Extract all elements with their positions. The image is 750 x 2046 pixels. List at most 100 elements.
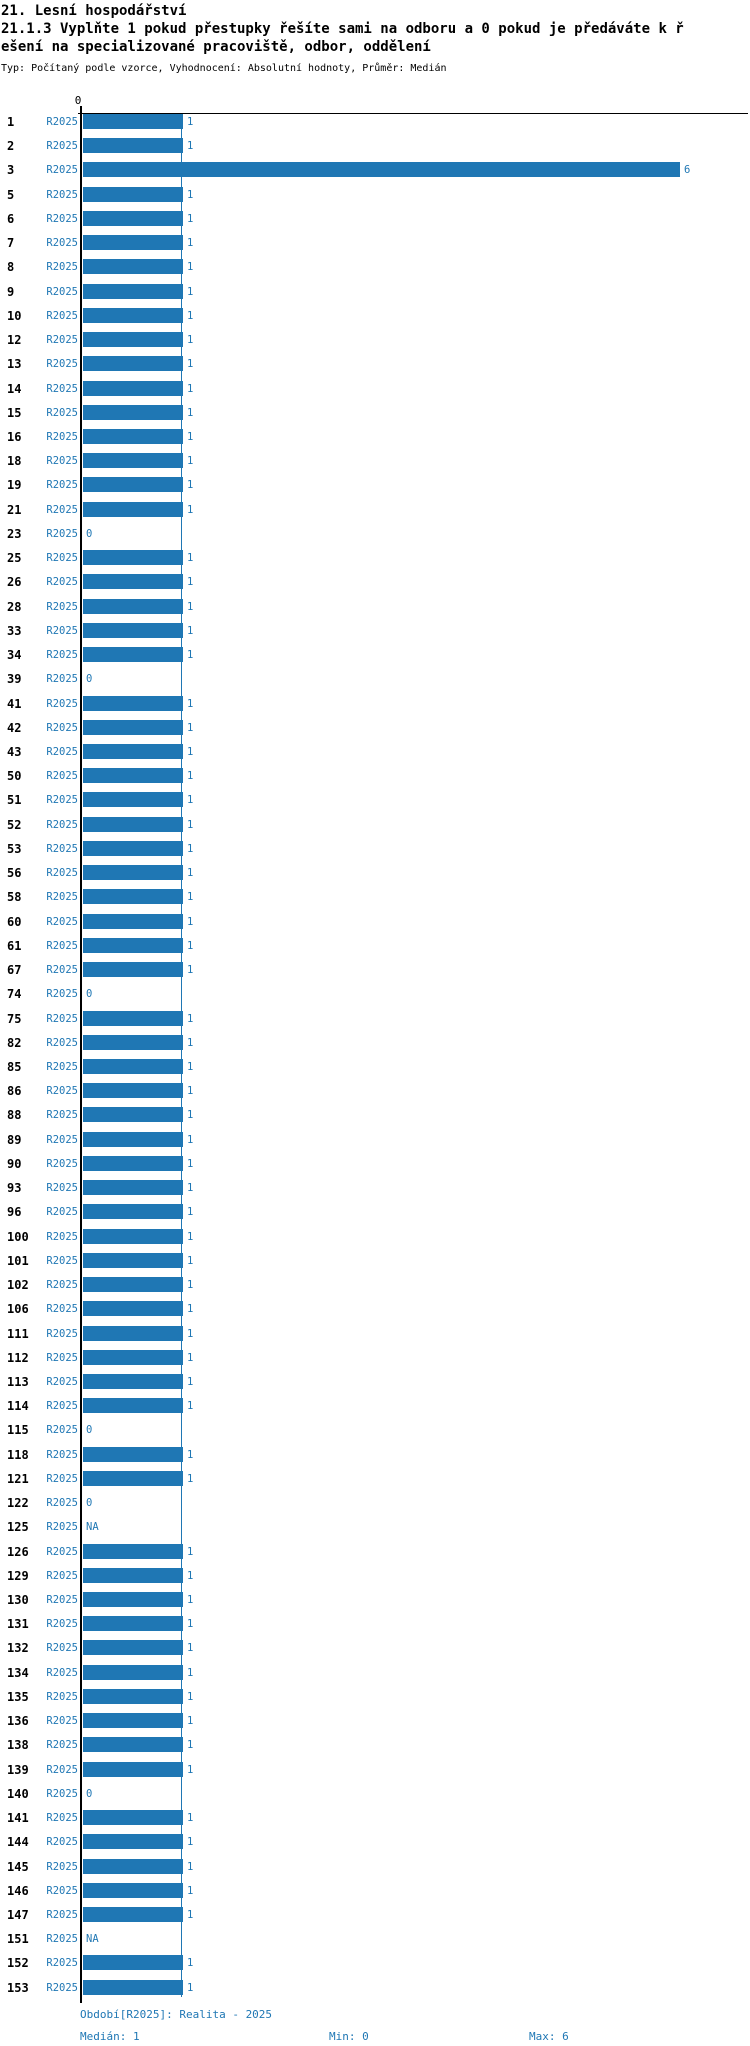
series-label: R2025 [46,1424,78,1436]
chart-row-53: 53 R2025 1 [0,837,750,861]
value-label: 1 [187,383,194,395]
chart-row-21: 21 R2025 1 [0,498,750,522]
row-id-label: 121 [7,1472,29,1486]
chart-row-89: 89 R2025 1 [0,1128,750,1152]
row-id-label: 82 [7,1036,22,1050]
value-bar [83,574,183,589]
row-id-label: 41 [7,697,22,711]
value-label: 1 [187,1546,194,1558]
row-id-label: 53 [7,842,22,856]
chart-row-135: 135 R2025 1 [0,1685,750,1709]
value-label: 0 [86,1497,93,1509]
value-label: 1 [187,1618,194,1630]
chart-row-111: 111 R2025 1 [0,1322,750,1346]
chart-row-82: 82 R2025 1 [0,1031,750,1055]
row-id-label: 25 [7,551,22,565]
value-bar [83,1132,183,1147]
chart-row-60: 60 R2025 1 [0,910,750,934]
chart-row-16: 16 R2025 1 [0,425,750,449]
chart-row-28: 28 R2025 1 [0,595,750,619]
row-id-label: 67 [7,963,22,977]
row-id-label: 51 [7,793,22,807]
value-label: 1 [187,1594,194,1606]
row-id-label: 144 [7,1835,29,1849]
value-bar [83,1883,183,1898]
series-label: R2025 [46,1764,78,1776]
series-label: R2025 [46,1231,78,1243]
series-label: R2025 [46,916,78,928]
value-label: 1 [187,1400,194,1412]
chart-row-152: 152 R2025 1 [0,1951,750,1975]
value-bar [83,1035,183,1050]
row-id-label: 102 [7,1278,29,1292]
chart-row-113: 113 R2025 1 [0,1370,750,1394]
chart-row-144: 144 R2025 1 [0,1830,750,1854]
value-bar [83,550,183,565]
value-label: NA [86,1933,99,1945]
row-id-label: 6 [7,212,15,226]
value-bar [83,1011,183,1026]
value-bar [83,284,183,299]
row-id-label: 139 [7,1763,29,1777]
value-bar [83,1398,183,1413]
value-label: 1 [187,770,194,782]
row-id-label: 26 [7,575,22,589]
value-label: 1 [187,1109,194,1121]
stat-min-label: Min: 0 [329,2030,369,2043]
value-label: 1 [187,625,194,637]
value-label: 1 [187,1061,194,1073]
chart-row-7: 7 R2025 1 [0,231,750,255]
row-id-label: 152 [7,1956,29,1970]
value-label: 1 [187,1570,194,1582]
chart-row-141: 141 R2025 1 [0,1806,750,1830]
series-label: R2025 [46,286,78,298]
value-bar [83,1810,183,1825]
series-label: R2025 [46,1546,78,1558]
row-id-label: 34 [7,648,22,662]
row-id-label: 140 [7,1787,29,1801]
chart-row-153: 153 R2025 1 [0,1976,750,2000]
row-id-label: 12 [7,333,22,347]
row-id-label: 74 [7,987,22,1001]
series-label: R2025 [46,213,78,225]
row-id-label: 60 [7,915,22,929]
value-label: 1 [187,698,194,710]
value-label: 1 [187,1303,194,1315]
series-label: R2025 [46,1885,78,1897]
value-bar [83,599,183,614]
value-bar [83,429,183,444]
value-bar [83,1204,183,1219]
value-label: 1 [187,237,194,249]
chart-row-146: 146 R2025 1 [0,1879,750,1903]
series-label: R2025 [46,431,78,443]
value-bar [83,502,183,517]
row-id-label: 15 [7,406,22,420]
value-bar [83,1616,183,1631]
row-id-label: 122 [7,1496,29,1510]
value-bar [83,1107,183,1122]
value-bar [83,1229,183,1244]
chart-row-115: 115 R2025 0 [0,1418,750,1442]
value-bar [83,332,183,347]
chart-subtitle-line2: ešení na specializované pracoviště, odbo… [1,39,431,55]
chart-row-61: 61 R2025 1 [0,934,750,958]
value-label: 1 [187,1206,194,1218]
series-label: R2025 [46,479,78,491]
chart-row-125: 125 R2025 NA [0,1515,750,1539]
chart-row-138: 138 R2025 1 [0,1733,750,1757]
value-label: 1 [187,140,194,152]
series-label: R2025 [46,504,78,516]
row-id-label: 50 [7,769,22,783]
series-label: R2025 [46,770,78,782]
series-label: R2025 [46,1957,78,1969]
row-id-label: 146 [7,1884,29,1898]
series-label: R2025 [46,358,78,370]
series-label: R2025 [46,722,78,734]
row-id-label: 42 [7,721,22,735]
row-id-label: 10 [7,309,22,323]
value-label: 1 [187,1037,194,1049]
row-id-label: 23 [7,527,22,541]
row-id-label: 43 [7,745,22,759]
series-label: R2025 [46,843,78,855]
value-bar [83,1665,183,1680]
